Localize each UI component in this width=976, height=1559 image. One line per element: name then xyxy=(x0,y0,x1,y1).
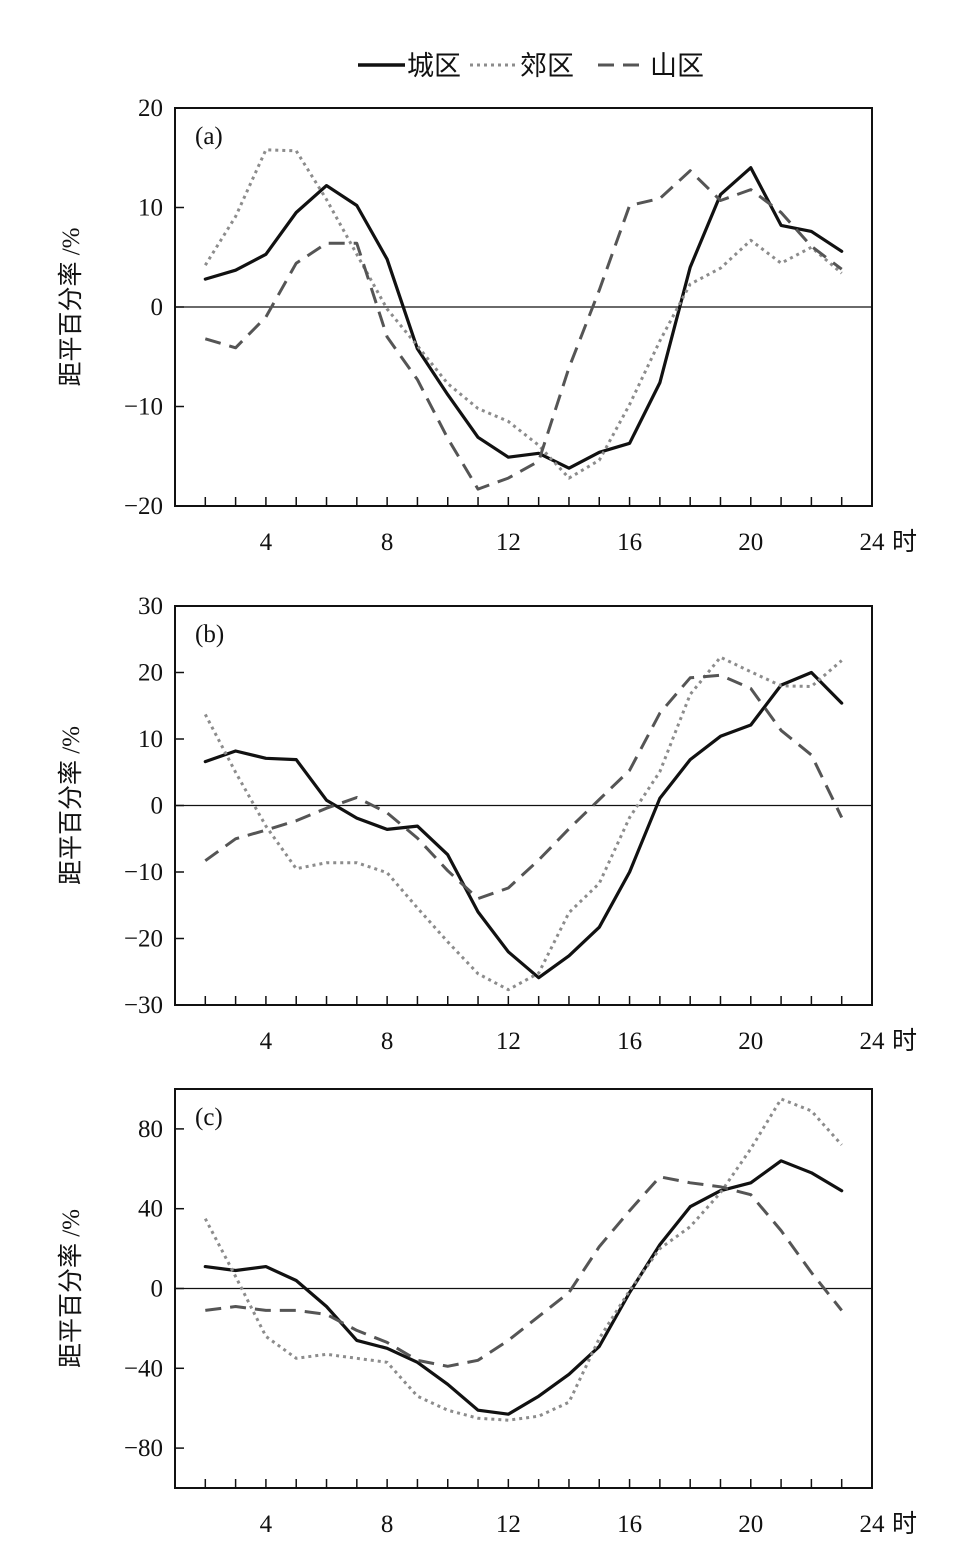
panel-label: (b) xyxy=(195,621,224,648)
legend-label-mountain: 山区 xyxy=(650,51,704,81)
y-tick-label: −10 xyxy=(124,859,163,886)
y-tick-label: −40 xyxy=(124,1355,163,1382)
legend: 城区 郊区 山区 xyxy=(358,51,704,81)
y-tick-label: 10 xyxy=(138,726,163,753)
y-tick-label: 20 xyxy=(138,95,163,122)
y-axis-label: 距平百分率 /% xyxy=(57,227,85,386)
y-tick-label: 80 xyxy=(138,1116,163,1143)
series-line-city xyxy=(203,166,844,470)
y-tick-label: −10 xyxy=(124,394,163,421)
x-tick-label: 12 xyxy=(496,1028,521,1055)
y-tick-label: 40 xyxy=(138,1196,163,1223)
x-unit-label: 时 xyxy=(892,1027,917,1055)
panel-label: (c) xyxy=(195,1104,223,1131)
series-line-city xyxy=(203,670,844,980)
legend-label-suburb: 郊区 xyxy=(520,51,574,81)
x-tick-label: 8 xyxy=(381,1511,394,1538)
chart-panel-1: −20 −10 0 10 20 4 8 12 16 20 24 时 (a) 距平百分率 /% xyxy=(57,95,917,556)
x-tick-label: 24 xyxy=(860,1028,886,1055)
x-tick-label: 16 xyxy=(617,1511,642,1538)
x-tick-label: 20 xyxy=(738,1028,763,1055)
x-tick-label: 4 xyxy=(260,1511,273,1538)
chart-panel-3: −80 −40 0 40 80 4 8 12 16 20 24 时 (c) 距平百分率 /% xyxy=(57,1088,917,1538)
x-tick-label: 12 xyxy=(496,529,521,556)
panel-label: (a) xyxy=(195,123,223,150)
y-tick-label: 0 xyxy=(151,1276,164,1303)
series-line-suburb xyxy=(204,148,843,480)
series-line-mountain xyxy=(204,673,844,901)
x-tick-label: 20 xyxy=(738,1511,763,1538)
series-line-suburb xyxy=(203,1097,843,1422)
x-tick-label: 24 xyxy=(860,1511,886,1538)
y-tick-label: −20 xyxy=(124,926,163,953)
y-tick-label: 20 xyxy=(138,660,163,687)
y-tick-label: 0 xyxy=(151,294,164,321)
series-line-city xyxy=(203,1159,844,1416)
legend-label-city: 城区 xyxy=(407,51,461,81)
y-tick-label: 0 xyxy=(151,793,164,820)
x-tick-label: 8 xyxy=(381,529,394,556)
chart-panel-2: −30 −20 −10 0 10 20 30 4 8 12 16 20 24 时 (b) 距平百分率 /% xyxy=(57,593,917,1055)
x-unit-label: 时 xyxy=(892,1510,917,1538)
y-tick-label: 30 xyxy=(138,593,163,620)
x-tick-label: 16 xyxy=(617,1028,642,1055)
x-tick-label: 16 xyxy=(617,529,642,556)
series-line-mountain xyxy=(205,1175,843,1368)
y-tick-label: −20 xyxy=(124,493,163,520)
y-axis-label: 距平百分率 /% xyxy=(57,726,85,885)
x-tick-label: 4 xyxy=(260,529,273,556)
x-tick-label: 4 xyxy=(260,1028,273,1055)
y-tick-label: 10 xyxy=(138,195,163,222)
series-line-suburb xyxy=(203,655,843,992)
x-tick-label: 24 xyxy=(860,529,886,556)
x-tick-label: 8 xyxy=(381,1028,394,1055)
x-unit-label: 时 xyxy=(892,528,917,556)
y-tick-label: −80 xyxy=(124,1435,163,1462)
x-tick-label: 12 xyxy=(496,1511,521,1538)
x-tick-label: 20 xyxy=(738,529,763,556)
series-line-mountain xyxy=(204,169,843,491)
y-tick-label: −30 xyxy=(124,992,163,1019)
y-axis-label: 距平百分率 /% xyxy=(57,1209,85,1368)
